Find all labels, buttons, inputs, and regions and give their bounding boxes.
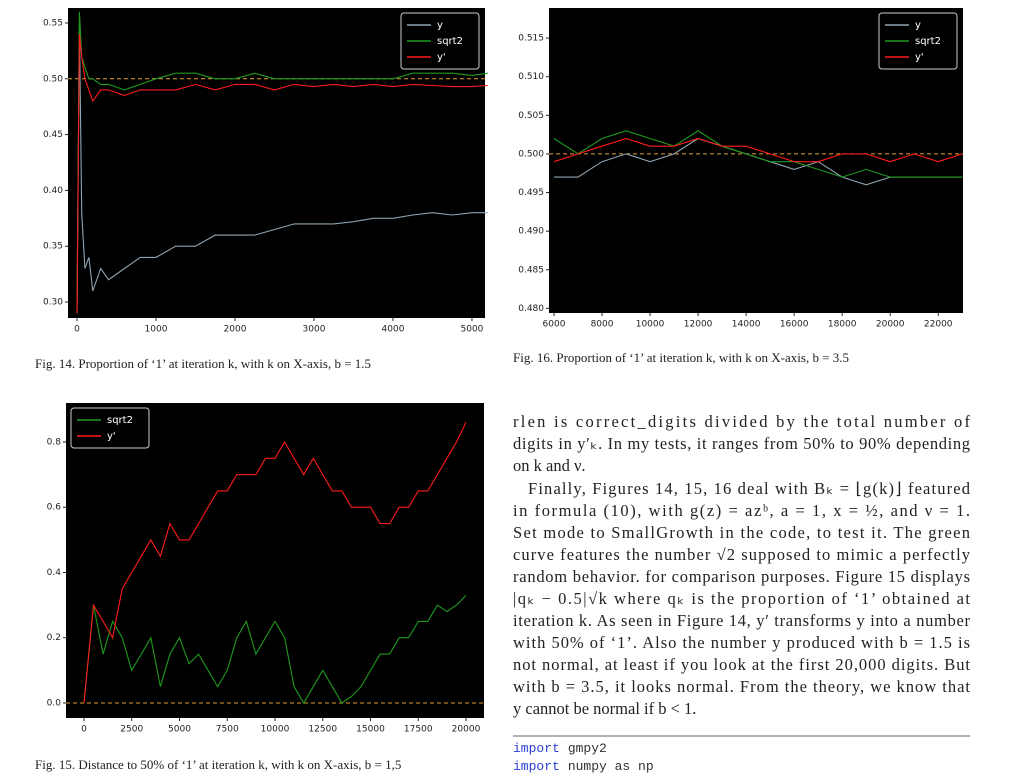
y-tick-label: 0.6 — [47, 503, 62, 513]
plot-area — [66, 403, 484, 718]
paragraph-line: with 50% of ‘1’. Also the number y produ… — [513, 633, 970, 652]
paragraph-line: iteration k. As seen in Figure 14, y′ tr… — [513, 611, 971, 630]
series-line — [83, 422, 467, 704]
series-line — [553, 137, 963, 163]
code-text: gmpy2 — [568, 741, 607, 756]
x-tick-label: 6000 — [543, 320, 566, 330]
paragraph-line: random behavior. for comparison purposes… — [513, 567, 970, 586]
x-tick-label: 14000 — [732, 320, 761, 330]
paragraph-line: in formula (10), with g(z) = azᵇ, a = 1,… — [513, 501, 970, 520]
series-line — [83, 594, 467, 705]
x-tick-label: 18000 — [828, 320, 857, 330]
paragraph-line: rlen is correct_digits divided by the to… — [513, 412, 970, 431]
x-tick-label: 2000 — [224, 325, 247, 335]
legend-label: y — [915, 20, 921, 31]
x-tick-label: 2500 — [120, 725, 143, 735]
y-tick-label: 0.500 — [518, 149, 544, 159]
y-tick-label: 0.2 — [47, 633, 61, 643]
figure-caption: Fig. 15. Distance to 50% of ‘1’ at itera… — [35, 757, 401, 772]
legend-label: sqrt2 — [107, 415, 133, 426]
x-tick-label: 1000 — [145, 325, 168, 335]
figure-caption: Fig. 16. Proportion of ‘1’ at iteration … — [513, 350, 849, 365]
y-tick-label: 0.8 — [47, 437, 62, 447]
code-keyword: import — [513, 741, 560, 756]
y-tick-label: 0.40 — [43, 186, 63, 196]
series-line — [76, 11, 488, 314]
paragraph-line: |qₖ − 0.5|√k where qₖ is the proportion … — [513, 589, 970, 608]
x-tick-label: 16000 — [780, 320, 809, 330]
x-tick-label: 7500 — [216, 725, 239, 735]
paragraph-line: y cannot be normal if b < 1. — [513, 699, 696, 718]
code-keyword: import — [513, 759, 560, 774]
legend-label: y' — [437, 52, 446, 63]
y-tick-label: 0.0 — [47, 698, 62, 708]
y-tick-label: 0.515 — [518, 34, 544, 44]
paragraph-line: with b = 3.5, it looks normal. From the … — [513, 677, 970, 696]
x-tick-label: 10000 — [261, 725, 290, 735]
code-line: import gmpy2 — [513, 741, 607, 756]
paragraph-line: Finally, Figures 14, 15, 16 deal with Bₖ… — [528, 479, 971, 498]
paragraph-line: Set mode to SmallGrowth in the code, to … — [513, 523, 970, 542]
y-tick-label: 0.495 — [518, 188, 544, 198]
y-tick-label: 0.50 — [43, 74, 63, 84]
x-tick-label: 17500 — [404, 725, 433, 735]
legend-label: sqrt2 — [437, 36, 463, 47]
figure-caption: Fig. 14. Proportion of ‘1’ at iteration … — [35, 356, 371, 371]
series-line — [76, 34, 488, 314]
x-tick-label: 15000 — [356, 725, 385, 735]
x-tick-label: 3000 — [303, 325, 326, 335]
code-line: import numpy as np — [513, 759, 654, 774]
x-tick-label: 5000 — [461, 325, 484, 335]
legend-label: y' — [107, 431, 116, 442]
legend-label: y — [437, 20, 443, 31]
x-tick-label: 12500 — [308, 725, 337, 735]
x-tick-label: 0 — [74, 325, 80, 335]
legend-box — [70, 407, 150, 449]
series-line — [76, 22, 488, 314]
x-tick-label: 12000 — [684, 320, 713, 330]
x-tick-label: 8000 — [591, 320, 614, 330]
y-tick-label: 0.510 — [518, 72, 544, 82]
y-tick-label: 0.485 — [518, 265, 544, 275]
y-tick-label: 0.490 — [518, 227, 544, 237]
legend-label: sqrt2 — [915, 36, 941, 47]
legend-box — [878, 12, 958, 70]
y-tick-label: 0.35 — [43, 242, 63, 252]
x-tick-label: 10000 — [636, 320, 665, 330]
x-tick-label: 20000 — [452, 725, 481, 735]
legend-label: y' — [915, 52, 924, 63]
y-tick-label: 0.480 — [518, 304, 544, 314]
x-tick-label: 4000 — [382, 325, 405, 335]
x-tick-label: 0 — [81, 725, 87, 735]
series-line — [553, 130, 963, 178]
paragraph-line: not normal, at least if you look at the … — [513, 655, 970, 674]
y-tick-label: 0.55 — [43, 18, 63, 28]
paragraph-line: on k and ν. — [513, 456, 586, 475]
paragraph-line: curve features the number √2 supposed to… — [513, 545, 971, 564]
paragraph-line: digits in y′ₖ. In my tests, it ranges fr… — [513, 434, 970, 453]
code-text: numpy as np — [568, 759, 654, 774]
legend-box — [400, 12, 480, 70]
x-tick-label: 22000 — [924, 320, 953, 330]
y-tick-label: 0.45 — [43, 130, 63, 140]
x-tick-label: 20000 — [876, 320, 905, 330]
y-tick-label: 0.4 — [47, 568, 62, 578]
x-tick-label: 5000 — [168, 725, 191, 735]
y-tick-label: 0.505 — [518, 111, 544, 121]
y-tick-label: 0.30 — [43, 298, 63, 308]
